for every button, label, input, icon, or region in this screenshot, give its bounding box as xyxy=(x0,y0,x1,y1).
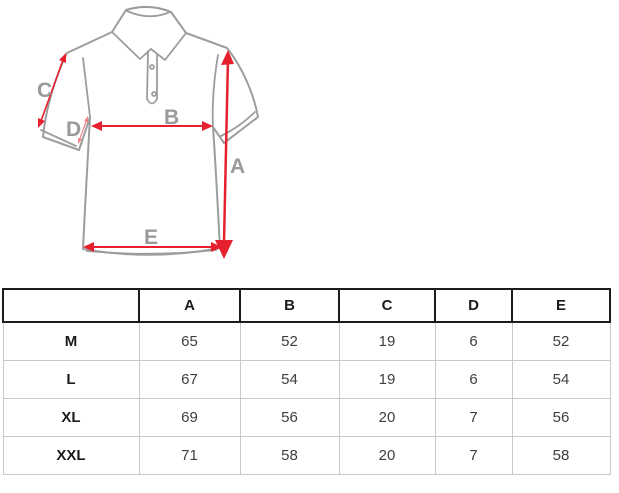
value-cell: 52 xyxy=(511,321,611,361)
table-row-xl: XL 69 56 20 7 56 xyxy=(2,398,611,437)
left-body-seam xyxy=(82,57,91,118)
label-b: B xyxy=(164,106,179,129)
arrow-e-head-right xyxy=(211,242,222,252)
size-chart-table: A B C D E M 65 52 19 6 52 L 67 54 19 6 5… xyxy=(2,288,611,475)
value-cell: 7 xyxy=(434,398,513,437)
header-cell-c: C xyxy=(338,288,436,323)
header-cell-b: B xyxy=(239,288,340,323)
arrow-a-head-bottom xyxy=(215,240,233,259)
arrow-c-line xyxy=(40,59,64,122)
header-cell-e: E xyxy=(511,288,611,323)
header-cell-d: D xyxy=(434,288,513,323)
value-cell: 19 xyxy=(338,321,436,361)
arrow-e-head-left xyxy=(83,242,94,252)
button-top xyxy=(149,64,155,70)
size-label: L xyxy=(2,360,140,399)
header-row: A B C D E xyxy=(2,288,611,323)
value-cell: 54 xyxy=(239,360,340,399)
value-cell: 65 xyxy=(138,321,241,361)
arrow-b-head-right xyxy=(202,121,213,131)
label-c: C xyxy=(37,79,52,102)
value-cell: 52 xyxy=(239,321,340,361)
value-cell: 71 xyxy=(138,436,241,475)
value-cell: 56 xyxy=(239,398,340,437)
arrow-a-head-top xyxy=(221,50,234,65)
shirt-diagram-svg: A B C D E xyxy=(37,6,259,259)
collar-right-flap xyxy=(150,32,187,61)
right-cuff-stitch xyxy=(220,111,256,137)
header-cell-a: A xyxy=(138,288,241,323)
button-bottom xyxy=(151,91,157,97)
right-body-seam xyxy=(211,54,219,128)
label-e: E xyxy=(144,226,158,249)
arrow-b-head-left xyxy=(91,121,102,131)
value-cell: 7 xyxy=(434,436,513,475)
table-row-m: M 65 52 19 6 52 xyxy=(2,321,611,361)
value-cell: 6 xyxy=(434,321,513,361)
size-label: XXL xyxy=(2,436,140,475)
value-cell: 69 xyxy=(138,398,241,437)
hem-stitch xyxy=(86,249,217,255)
value-cell: 54 xyxy=(511,360,611,399)
size-label: XL xyxy=(2,398,140,437)
arrow-d-head-bottom xyxy=(78,138,82,144)
size-chart-header: A B C D E xyxy=(2,288,611,323)
size-chart-body: M 65 52 19 6 52 L 67 54 19 6 54 XL 69 56… xyxy=(2,321,611,475)
arrow-d-line xyxy=(78,118,88,142)
header-cell-empty xyxy=(2,288,140,323)
arrow-d-head-top xyxy=(84,116,88,122)
value-cell: 56 xyxy=(511,398,611,437)
measurement-labels: A B C D E xyxy=(37,79,245,249)
arrow-a-line xyxy=(222,57,230,243)
table-row-xxl: XXL 71 58 20 7 58 xyxy=(2,436,611,475)
polo-shirt-measurement-diagram: A B C D E xyxy=(0,0,310,285)
value-cell: 20 xyxy=(338,436,436,475)
value-cell: 6 xyxy=(434,360,513,399)
placket xyxy=(146,50,158,105)
label-a: A xyxy=(230,155,245,178)
value-cell: 20 xyxy=(338,398,436,437)
left-cuff-stitch xyxy=(40,129,77,147)
arrow-c-head-top xyxy=(59,53,66,63)
value-cell: 58 xyxy=(511,436,611,475)
size-label: M xyxy=(2,321,140,361)
measurement-arrows xyxy=(38,50,234,259)
value-cell: 58 xyxy=(239,436,340,475)
label-d: D xyxy=(66,118,81,141)
table-row-l: L 67 54 19 6 54 xyxy=(2,360,611,399)
collar-back-line xyxy=(126,10,171,18)
value-cell: 19 xyxy=(338,360,436,399)
value-cell: 67 xyxy=(138,360,241,399)
arrow-c-head-bottom xyxy=(38,118,45,128)
